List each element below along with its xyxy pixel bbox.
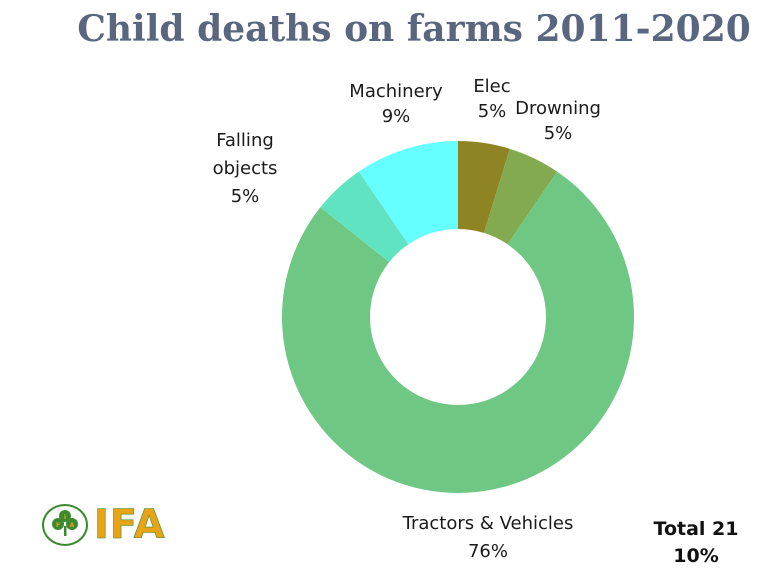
svg-text:A: A <box>70 522 75 529</box>
label-falling-objects: Falling objects 5% <box>200 127 290 211</box>
label-elec: Elec 5% <box>466 74 518 124</box>
label-tractors-vehicles: Tractors & Vehicles 76% <box>384 510 592 566</box>
label-machinery: Machinery 9% <box>340 79 452 129</box>
label-elec-pct: 5% <box>477 101 507 122</box>
label-tractors-name: Tractors & Vehicles <box>402 513 574 534</box>
chart-title: Child deaths on farms 2011-2020 <box>77 8 751 50</box>
total-annotation: Total 21 10% <box>640 516 752 570</box>
donut-slice-tractors-vehicles <box>282 171 634 493</box>
label-drowning: Drowning 5% <box>508 96 608 146</box>
donut-slice-drowning <box>483 148 558 245</box>
label-drowning-name: Drowning <box>515 98 601 119</box>
label-falling-pct: 5% <box>230 186 260 207</box>
label-falling-name-1: Falling <box>216 130 274 151</box>
total-percent: 10% <box>673 545 719 567</box>
donut-slice-machinery <box>358 141 458 245</box>
label-elec-name: Elec <box>473 76 511 97</box>
shamrock-icon: I F A <box>52 510 78 536</box>
ifa-logo: I F A IFA <box>38 500 168 550</box>
svg-text:F: F <box>56 522 60 529</box>
label-machinery-pct: 9% <box>381 106 411 127</box>
ifa-logo-text: IFA <box>94 502 166 549</box>
label-drowning-pct: 5% <box>543 123 573 144</box>
total-count: Total 21 <box>653 518 739 540</box>
donut-slice-elec <box>458 141 510 233</box>
donut-slice-falling-objects <box>320 171 409 263</box>
label-machinery-name: Machinery <box>349 81 443 102</box>
label-falling-name-2: objects <box>212 158 278 179</box>
svg-text:I: I <box>64 514 66 521</box>
label-tractors-pct: 76% <box>467 541 508 562</box>
